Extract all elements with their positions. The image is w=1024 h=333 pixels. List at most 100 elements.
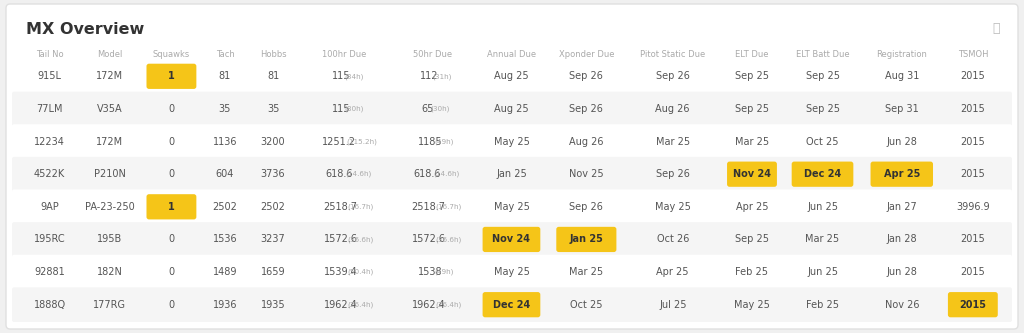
Text: V35A: V35A bbox=[97, 104, 123, 114]
Text: May 25: May 25 bbox=[494, 202, 529, 212]
Text: Jun 28: Jun 28 bbox=[887, 267, 918, 277]
Text: Sep 25: Sep 25 bbox=[806, 71, 840, 81]
Text: (50.4h): (50.4h) bbox=[347, 269, 374, 275]
Text: Jan 27: Jan 27 bbox=[887, 202, 918, 212]
Text: 1538: 1538 bbox=[418, 267, 442, 277]
Text: 1539.4: 1539.4 bbox=[324, 267, 357, 277]
Text: 2518.7: 2518.7 bbox=[324, 202, 357, 212]
FancyBboxPatch shape bbox=[792, 162, 853, 187]
Text: 1: 1 bbox=[168, 202, 175, 212]
Text: 3237: 3237 bbox=[261, 234, 286, 244]
Text: 1136: 1136 bbox=[213, 137, 238, 147]
Text: 182N: 182N bbox=[96, 267, 123, 277]
FancyBboxPatch shape bbox=[727, 162, 777, 187]
FancyBboxPatch shape bbox=[12, 157, 1012, 191]
FancyBboxPatch shape bbox=[12, 255, 1012, 289]
Text: Aug 31: Aug 31 bbox=[885, 71, 919, 81]
Text: 1185: 1185 bbox=[418, 137, 442, 147]
Text: 2015: 2015 bbox=[961, 71, 985, 81]
Text: ⤢: ⤢ bbox=[992, 22, 1000, 35]
Text: Jul 25: Jul 25 bbox=[659, 300, 686, 310]
Text: Oct 25: Oct 25 bbox=[570, 300, 602, 310]
Text: Sep 26: Sep 26 bbox=[569, 202, 603, 212]
Text: Oct 25: Oct 25 bbox=[806, 137, 839, 147]
Text: 81: 81 bbox=[219, 71, 231, 81]
Text: 172M: 172M bbox=[96, 137, 123, 147]
Text: Sep 31: Sep 31 bbox=[885, 104, 919, 114]
Text: 1489: 1489 bbox=[213, 267, 238, 277]
Text: 2015: 2015 bbox=[961, 137, 985, 147]
Text: (14.6h): (14.6h) bbox=[346, 171, 372, 177]
Text: May 25: May 25 bbox=[654, 202, 690, 212]
Text: May 25: May 25 bbox=[494, 267, 529, 277]
Text: 2518.7: 2518.7 bbox=[412, 202, 445, 212]
Text: 1936: 1936 bbox=[213, 300, 238, 310]
Text: Model: Model bbox=[97, 50, 122, 59]
Text: 172M: 172M bbox=[96, 71, 123, 81]
Text: 65: 65 bbox=[422, 104, 434, 114]
Text: Jun 25: Jun 25 bbox=[807, 202, 838, 212]
Text: 2015: 2015 bbox=[959, 300, 986, 310]
Text: Feb 25: Feb 25 bbox=[735, 267, 768, 277]
Text: (34h): (34h) bbox=[344, 73, 364, 80]
Text: May 25: May 25 bbox=[494, 137, 529, 147]
Text: (80h): (80h) bbox=[344, 106, 364, 112]
FancyBboxPatch shape bbox=[6, 4, 1018, 329]
Text: Jun 25: Jun 25 bbox=[807, 267, 838, 277]
Text: Mar 25: Mar 25 bbox=[806, 234, 840, 244]
Text: 195B: 195B bbox=[97, 234, 122, 244]
FancyBboxPatch shape bbox=[146, 194, 197, 219]
Text: Dec 24: Dec 24 bbox=[493, 300, 530, 310]
Text: 195RC: 195RC bbox=[34, 234, 66, 244]
Text: 3996.9: 3996.9 bbox=[956, 202, 989, 212]
Text: Aug 25: Aug 25 bbox=[495, 104, 528, 114]
Text: Sep 25: Sep 25 bbox=[735, 104, 769, 114]
Text: Aug 25: Aug 25 bbox=[495, 71, 528, 81]
Text: (26.4h): (26.4h) bbox=[435, 301, 462, 308]
Text: 0: 0 bbox=[168, 267, 174, 277]
FancyBboxPatch shape bbox=[948, 292, 997, 317]
Text: 0: 0 bbox=[168, 169, 174, 179]
Text: Aug 26: Aug 26 bbox=[569, 137, 603, 147]
Text: MX Overview: MX Overview bbox=[26, 22, 144, 37]
Text: (16.7h): (16.7h) bbox=[347, 203, 374, 210]
Text: Oct 26: Oct 26 bbox=[656, 234, 689, 244]
FancyBboxPatch shape bbox=[870, 162, 933, 187]
FancyBboxPatch shape bbox=[482, 292, 541, 317]
Text: 81: 81 bbox=[267, 71, 280, 81]
Text: 1536: 1536 bbox=[213, 234, 238, 244]
Text: 915L: 915L bbox=[38, 71, 61, 81]
Text: 0: 0 bbox=[168, 137, 174, 147]
FancyBboxPatch shape bbox=[146, 64, 197, 89]
Text: P210N: P210N bbox=[94, 169, 126, 179]
Text: Tail No: Tail No bbox=[36, 50, 63, 59]
Text: 1888Q: 1888Q bbox=[34, 300, 66, 310]
Text: (16.7h): (16.7h) bbox=[435, 203, 462, 210]
Text: 1251.2: 1251.2 bbox=[323, 137, 356, 147]
Text: Sep 25: Sep 25 bbox=[735, 71, 769, 81]
FancyBboxPatch shape bbox=[12, 59, 1012, 94]
Text: 1572.6: 1572.6 bbox=[412, 234, 445, 244]
Text: 1962.4: 1962.4 bbox=[412, 300, 445, 310]
Text: Sep 26: Sep 26 bbox=[655, 71, 689, 81]
Text: Nov 26: Nov 26 bbox=[885, 300, 919, 310]
Text: Jun 28: Jun 28 bbox=[887, 137, 918, 147]
Text: 0: 0 bbox=[168, 234, 174, 244]
Text: Jan 25: Jan 25 bbox=[569, 234, 603, 244]
Text: 1659: 1659 bbox=[261, 267, 286, 277]
Text: 618.6: 618.6 bbox=[326, 169, 353, 179]
FancyBboxPatch shape bbox=[556, 227, 616, 252]
Text: 1935: 1935 bbox=[261, 300, 286, 310]
Text: Registration: Registration bbox=[877, 50, 927, 59]
Text: Squawks: Squawks bbox=[153, 50, 190, 59]
Text: 604: 604 bbox=[216, 169, 234, 179]
Text: Mar 25: Mar 25 bbox=[569, 267, 603, 277]
Text: 35: 35 bbox=[219, 104, 231, 114]
Text: Nov 24: Nov 24 bbox=[733, 169, 771, 179]
Text: 2015: 2015 bbox=[961, 104, 985, 114]
Text: Sep 26: Sep 26 bbox=[569, 71, 603, 81]
Text: 9AP: 9AP bbox=[40, 202, 59, 212]
Text: Nov 25: Nov 25 bbox=[569, 169, 604, 179]
Text: (49h): (49h) bbox=[434, 138, 454, 145]
Text: 3736: 3736 bbox=[261, 169, 286, 179]
